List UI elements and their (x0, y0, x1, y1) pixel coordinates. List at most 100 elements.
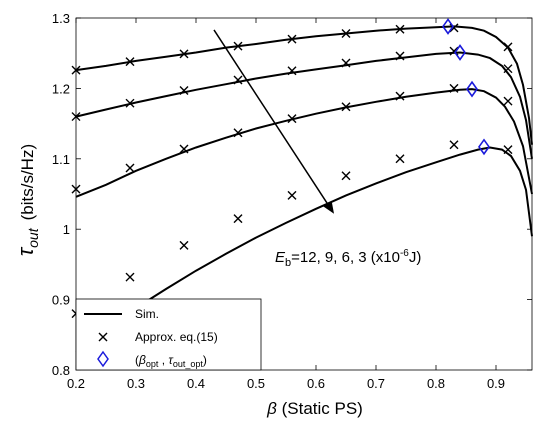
approx-stroke (287, 66, 297, 76)
legend-opt-tau-sub: out_opt (173, 359, 204, 369)
approx-stroke (449, 46, 459, 56)
approx-stroke (341, 58, 351, 68)
approx-point (233, 214, 243, 224)
y-tick-label: 0.9 (52, 293, 70, 308)
approx-point (287, 34, 297, 44)
axes: 0.2 0.3 0.4 0.5 0.6 0.7 0.8 0.9 0.8 0.9 1 1.1 1.2 1.3 (52, 11, 533, 391)
annotation-sub: b (285, 257, 291, 269)
approx-point (341, 28, 351, 38)
approx-stroke (503, 64, 513, 74)
legend-opt-beta-sub: opt (146, 359, 159, 369)
approx-stroke (71, 112, 81, 122)
approx-point (179, 49, 189, 59)
approx-point (341, 171, 351, 181)
legend-opt-sep: , (158, 353, 168, 367)
approx-stroke (287, 114, 297, 124)
approx-stroke (341, 102, 351, 112)
annotation-label: Eb=12, 9, 6, 3 (x10-6J) (275, 248, 421, 269)
y-tick-label: 1 (63, 222, 70, 237)
approx-stroke (449, 23, 459, 33)
approx-stroke (125, 272, 135, 282)
legend-label-approx: Approx. eq.(15) (135, 330, 218, 344)
approx-point (395, 51, 405, 61)
approx-point (179, 86, 189, 96)
approx-point (179, 144, 189, 154)
approx-stroke (71, 184, 81, 194)
opt-point (466, 80, 478, 98)
approx-stroke (449, 83, 459, 93)
approx-point (125, 57, 135, 67)
approx-point (125, 163, 135, 173)
x-tick-label: 0.2 (67, 376, 85, 391)
approx-point (503, 145, 513, 155)
sim-line (75, 25, 533, 145)
annotation-end: J) (409, 249, 422, 266)
x-tick-label: 0.6 (307, 376, 325, 391)
approx-stroke (395, 91, 405, 101)
approx-point (287, 66, 297, 76)
x-axis-label: β (Static PS) (266, 399, 363, 418)
x-tick-label: 0.4 (187, 376, 205, 391)
approx-point (287, 114, 297, 124)
approx-stroke (503, 96, 513, 106)
series-1 (71, 44, 533, 159)
approx-point (449, 83, 459, 93)
approx-stroke (179, 144, 189, 154)
sim-line (75, 146, 533, 354)
approx-stroke (179, 240, 189, 250)
approx-stroke (503, 145, 513, 155)
approx-stroke (287, 190, 297, 200)
opt-point (454, 44, 466, 61)
series-3 (71, 138, 533, 354)
approx-point (341, 102, 351, 112)
y-tick-label: 1.1 (52, 152, 70, 167)
approx-point (71, 184, 81, 194)
x-tick-label: 0.5 (247, 376, 265, 391)
sim-line (75, 88, 533, 198)
approx-point (287, 190, 297, 200)
approx-point (125, 272, 135, 282)
approx-point (233, 41, 243, 51)
annotation-arrowhead (323, 200, 334, 214)
legend-x-marker (98, 332, 108, 342)
x-tick-label: 0.9 (487, 376, 505, 391)
approx-stroke (179, 49, 189, 59)
x-tick-label: 0.8 (427, 376, 445, 391)
approx-stroke (395, 51, 405, 61)
annotation-rest: =12, 9, 6, 3 (x10 (291, 249, 400, 266)
approx-stroke (449, 140, 459, 150)
x-tick-label: 0.7 (367, 376, 385, 391)
approx-point (395, 91, 405, 101)
approx-stroke (233, 214, 243, 224)
series-2 (71, 80, 533, 198)
approx-point (395, 24, 405, 34)
x-tick-label: 0.3 (127, 376, 145, 391)
legend: Sim. Approx. eq.(15) (βopt , τout_opt) (75, 298, 262, 371)
approx-stroke (125, 98, 135, 108)
opt-point (478, 138, 490, 156)
approx-stroke (125, 57, 135, 67)
annotation-sup: -6 (400, 248, 409, 259)
approx-point (233, 75, 243, 85)
legend-diamond-marker (97, 350, 109, 368)
approx-point (503, 64, 513, 74)
sim-line (75, 51, 533, 159)
approx-point (233, 128, 243, 138)
approx-point (179, 240, 189, 250)
approx-stroke (395, 154, 405, 164)
legend-opt-close: ) (203, 353, 207, 367)
annotation-main: E (275, 249, 286, 266)
approx-point (503, 42, 513, 52)
approx-point (395, 154, 405, 164)
approx-point (71, 65, 81, 75)
approx-point (449, 140, 459, 150)
approx-stroke (125, 163, 135, 173)
approx-point (503, 96, 513, 106)
approx-stroke (233, 128, 243, 138)
annotation-arrow (213, 29, 329, 205)
legend-label-sim: Sim. (135, 307, 159, 321)
opt-point (442, 18, 454, 35)
approx-stroke (233, 75, 243, 85)
series-0 (71, 18, 533, 145)
